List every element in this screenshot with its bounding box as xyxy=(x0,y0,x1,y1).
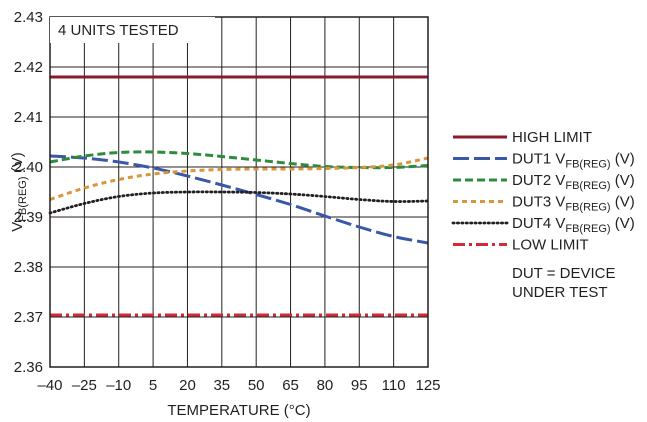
legend-label-sub: FB(REG) xyxy=(565,202,610,214)
legend-label-unit: (V) xyxy=(611,194,635,211)
x-tick-label: 80 xyxy=(317,377,334,394)
legend-label-unit: (V) xyxy=(611,215,635,232)
x-tick-label: 110 xyxy=(382,377,406,394)
legend-item: DUT3 VFB(REG) (V) xyxy=(453,194,635,214)
legend-label-main: DUT2 V xyxy=(512,172,565,189)
legend-item: DUT2 VFB(REG) (V) xyxy=(453,172,635,192)
y-tick-label: 2.43 xyxy=(14,9,43,26)
x-axis-title: TEMPERATURE (°C) xyxy=(167,402,310,419)
legend-item: HIGH LIMIT xyxy=(453,129,592,146)
legend-label: DUT3 VFB(REG) (V) xyxy=(512,194,635,214)
y-tick-label: 2.37 xyxy=(14,309,43,326)
legend-label-sub: FB(REG) xyxy=(565,180,610,192)
legend-label: HIGH LIMIT xyxy=(512,129,592,146)
legend-label-main: DUT3 V xyxy=(512,194,565,211)
y-axis-title-sub: FB(REG) xyxy=(17,176,29,221)
y-tick-label: 2.38 xyxy=(14,259,43,276)
x-tick-label: 95 xyxy=(351,377,368,394)
legend-label-sub: FB(REG) xyxy=(565,159,610,171)
legend-label-main: HIGH LIMIT xyxy=(512,129,592,146)
x-tick-label: 50 xyxy=(248,377,265,394)
x-tick-label: –10 xyxy=(106,377,131,394)
x-tick-label: 65 xyxy=(282,377,299,394)
x-tick-label: –25 xyxy=(72,377,97,394)
legend-label: DUT2 VFB(REG) (V) xyxy=(512,172,635,192)
legend-label: DUT4 VFB(REG) (V) xyxy=(512,215,635,235)
series-dut4 xyxy=(50,192,428,213)
legend-label: LOW LIMIT xyxy=(512,237,589,254)
x-tick-label: 5 xyxy=(149,377,157,394)
footnote-line-1: DUT = DEVICE xyxy=(512,265,616,282)
x-tick-label: 125 xyxy=(415,377,440,394)
x-tick-label: 35 xyxy=(213,377,230,394)
legend-label-main: DUT1 V xyxy=(512,151,565,168)
footnote: DUT = DEVICE UNDER TEST xyxy=(512,265,616,301)
y-tick-label: 2.36 xyxy=(14,359,43,376)
y-axis-title-main: V xyxy=(9,222,26,232)
legend-item: DUT1 VFB(REG) (V) xyxy=(453,151,635,171)
legend-label-unit: (V) xyxy=(611,172,635,189)
footnote-line-2: UNDER TEST xyxy=(512,284,608,301)
legend-label-main: LOW LIMIT xyxy=(512,237,589,254)
x-tick-labels: –40 –25 –10 5 20 35 50 65 80 95 110 125 xyxy=(37,377,440,394)
y-tick-label: 2.41 xyxy=(14,109,43,126)
annotation-units-tested: 4 UNITS TESTED xyxy=(58,22,179,39)
y-axis-title-unit: (V) xyxy=(9,152,26,176)
annotation-box: 4 UNITS TESTED xyxy=(50,17,215,43)
legend-label-main: DUT4 V xyxy=(512,215,565,232)
legend-item: DUT4 VFB(REG) (V) xyxy=(453,215,635,235)
y-tick-label: 2.42 xyxy=(14,59,43,76)
legend-label-unit: (V) xyxy=(611,151,635,168)
x-tick-label: 20 xyxy=(179,377,196,394)
legend-label: DUT1 VFB(REG) (V) xyxy=(512,151,635,171)
x-tick-label: –40 xyxy=(37,377,62,394)
legend-item: LOW LIMIT xyxy=(453,237,589,254)
legend-label-sub: FB(REG) xyxy=(565,223,610,235)
series-lines xyxy=(50,77,428,315)
